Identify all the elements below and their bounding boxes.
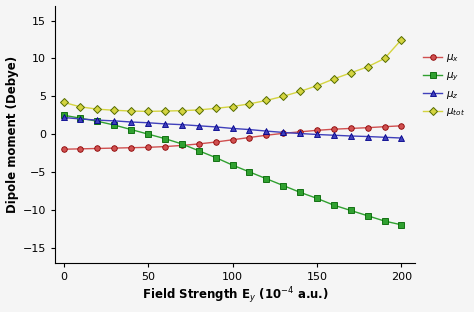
Legend: $\mu_x$, $\mu_y$, $\mu_z$, $\mu_{tot}$: $\mu_x$, $\mu_y$, $\mu_z$, $\mu_{tot}$ (420, 49, 468, 122)
$\mu_{tot}$ (280, 95, 286, 98)
$\mu_y$ (348, 209, 354, 212)
$\mu_x$ (246, 136, 252, 139)
$\mu_z$ (196, 124, 201, 128)
$\mu_{tot}$ (196, 108, 201, 112)
$\mu_{tot}$ (297, 90, 303, 93)
$\mu_x$ (213, 140, 219, 144)
Line: $\mu_{tot}$: $\mu_{tot}$ (61, 37, 404, 114)
$\mu_z$ (94, 118, 100, 122)
$\mu_x$ (128, 146, 134, 149)
$\mu_x$ (399, 124, 404, 128)
$\mu_y$ (128, 128, 134, 131)
$\mu_x$ (264, 133, 269, 137)
$\mu_{tot}$ (94, 107, 100, 111)
$\mu_y$ (382, 219, 387, 223)
$\mu_{tot}$ (230, 105, 236, 108)
$\mu_z$ (128, 120, 134, 124)
$\mu_z$ (365, 135, 371, 139)
$\mu_y$ (331, 203, 337, 207)
$\mu_z$ (331, 133, 337, 137)
$\mu_x$ (365, 126, 371, 129)
$\mu_x$ (196, 142, 201, 146)
Line: $\mu_z$: $\mu_z$ (61, 115, 404, 141)
$\mu_z$ (297, 132, 303, 135)
$\mu_x$ (382, 125, 387, 129)
$\mu_{tot}$ (314, 84, 320, 88)
$\mu_y$ (213, 156, 219, 159)
$\mu_z$ (230, 127, 236, 130)
$\mu_z$ (78, 117, 83, 121)
$\mu_y$ (246, 170, 252, 174)
Line: $\mu_x$: $\mu_x$ (61, 123, 404, 152)
$\mu_x$ (78, 147, 83, 151)
$\mu_x$ (111, 146, 117, 150)
$\mu_y$ (297, 190, 303, 194)
$\mu_x$ (314, 129, 320, 132)
$\mu_z$ (179, 123, 185, 127)
$\mu_z$ (348, 134, 354, 138)
Line: $\mu_y$: $\mu_y$ (61, 112, 404, 228)
$\mu_y$ (365, 214, 371, 218)
$\mu_z$ (264, 129, 269, 133)
$\mu_x$ (94, 147, 100, 150)
$\mu_{tot}$ (128, 109, 134, 113)
$\mu_y$ (78, 116, 83, 120)
$\mu_x$ (230, 138, 236, 142)
$\mu_x$ (145, 145, 151, 149)
$\mu_z$ (145, 121, 151, 124)
$\mu_x$ (61, 147, 66, 151)
$\mu_{tot}$ (399, 38, 404, 41)
$\mu_y$ (264, 177, 269, 181)
$\mu_z$ (382, 135, 387, 139)
$\mu_y$ (196, 149, 201, 153)
$\mu_y$ (399, 223, 404, 227)
$\mu_z$ (314, 133, 320, 136)
$\mu_y$ (230, 163, 236, 167)
$\mu_{tot}$ (111, 108, 117, 112)
$\mu_{tot}$ (365, 65, 371, 69)
$\mu_{tot}$ (348, 71, 354, 75)
$\mu_{tot}$ (331, 77, 337, 81)
$\mu_{tot}$ (61, 100, 66, 104)
$\mu_{tot}$ (382, 56, 387, 60)
$\mu_y$ (280, 184, 286, 188)
$\mu_y$ (314, 197, 320, 200)
$\mu_{tot}$ (145, 110, 151, 113)
$\mu_y$ (61, 113, 66, 117)
$\mu_z$ (61, 115, 66, 119)
$\mu_z$ (213, 125, 219, 129)
$\mu_z$ (399, 136, 404, 140)
$\mu_x$ (297, 130, 303, 134)
$\mu_x$ (179, 144, 185, 147)
$\mu_z$ (280, 130, 286, 134)
$\mu_x$ (348, 127, 354, 130)
$\mu_y$ (111, 123, 117, 127)
$\mu_{tot}$ (246, 102, 252, 106)
$\mu_z$ (162, 122, 168, 126)
$\mu_{tot}$ (179, 109, 185, 113)
$\mu_y$ (94, 119, 100, 123)
$\mu_y$ (162, 137, 168, 140)
$\mu_y$ (179, 142, 185, 146)
$\mu_{tot}$ (264, 99, 269, 102)
$\mu_x$ (331, 127, 337, 131)
$\mu_x$ (280, 131, 286, 135)
$\mu_z$ (111, 119, 117, 123)
$\mu_x$ (162, 145, 168, 149)
Y-axis label: Dipole moment (Debye): Dipole moment (Debye) (6, 56, 18, 213)
$\mu_z$ (246, 128, 252, 131)
$\mu_{tot}$ (162, 109, 168, 113)
$\mu_{tot}$ (213, 106, 219, 110)
X-axis label: Field Strength E$_y$ (10$^{-4}$ a.u.): Field Strength E$_y$ (10$^{-4}$ a.u.) (142, 286, 328, 306)
$\mu_y$ (145, 132, 151, 136)
$\mu_{tot}$ (78, 105, 83, 109)
